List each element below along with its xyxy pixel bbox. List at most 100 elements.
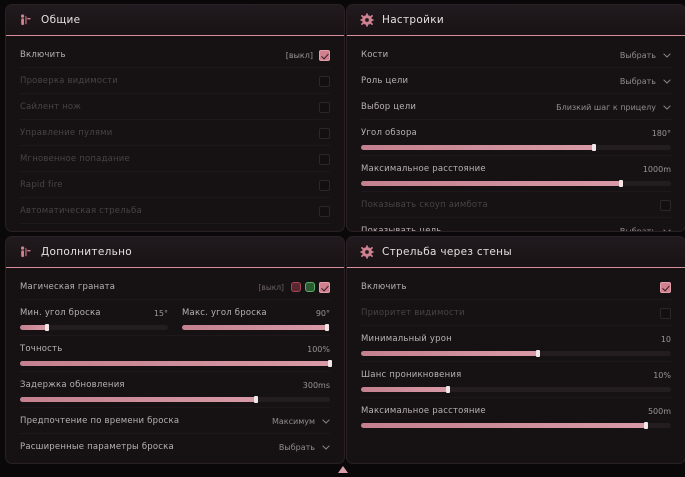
setting-row[interactable]: Точность 100% xyxy=(20,336,332,372)
setting-row[interactable]: Показывать цель Выбрать xyxy=(361,218,671,231)
row-checkbox[interactable] xyxy=(319,75,330,87)
setting-row[interactable]: Кости Выбрать xyxy=(361,42,671,68)
row-toggle-group[interactable]: [выкл] xyxy=(258,281,330,293)
panel-wallbang-title: Стрельба через стены xyxy=(382,246,512,258)
slider-track[interactable] xyxy=(20,360,332,367)
slider-knob[interactable] xyxy=(535,350,540,357)
setting-row[interactable]: Минимальный урон 10 xyxy=(361,326,671,362)
slider-value: 1000m xyxy=(642,164,671,174)
setting-row[interactable]: Предпочтение по времени броска Максимум xyxy=(20,408,330,434)
panel-general: Общие Включить [выкл] Проверка видимости xyxy=(5,4,345,232)
chevron-down-icon xyxy=(663,78,671,84)
row-dropdown[interactable]: Выбрать xyxy=(620,51,671,60)
row-label: Выбор цели xyxy=(361,102,417,112)
setting-row[interactable]: Включить [выкл] xyxy=(20,42,330,68)
slider-knob[interactable] xyxy=(445,386,450,393)
row-label: Приоритет видимости xyxy=(361,308,465,318)
row-label: Мин. угол броска xyxy=(20,308,101,318)
setting-row[interactable]: Расширенные параметры броска Выбрать xyxy=(20,434,330,459)
row-dropdown[interactable]: Выбрать xyxy=(620,77,671,86)
row-checkbox[interactable] xyxy=(660,199,671,211)
gear-icon xyxy=(360,13,374,27)
setting-row[interactable]: Задержка обновления 300ms xyxy=(20,372,330,408)
slider-knob[interactable] xyxy=(644,422,649,429)
setting-row[interactable]: Роль цели Выбрать xyxy=(361,68,671,94)
setting-row[interactable]: Показывать скоуп аимбота xyxy=(361,192,671,218)
row-dropdown[interactable]: Максимум xyxy=(272,417,330,426)
row-state-text: [выкл] xyxy=(285,50,313,60)
slider-knob[interactable] xyxy=(328,360,332,367)
setting-row[interactable]: Шанс проникновения 10% xyxy=(361,362,671,398)
slider-track[interactable] xyxy=(361,386,671,393)
slider-knob[interactable] xyxy=(619,180,624,187)
slider-track[interactable] xyxy=(20,324,168,331)
panel-settings-body: Кости Выбрать Роль цели Выбрать xyxy=(347,36,685,231)
row-checkbox[interactable] xyxy=(319,179,330,191)
slider-knob[interactable] xyxy=(591,144,596,151)
panel-settings-title: Настройки xyxy=(382,14,444,26)
row-label: Максимальное расстояние xyxy=(361,164,486,174)
slider-track[interactable] xyxy=(182,324,330,331)
row-label: Шанс проникновения xyxy=(361,370,462,380)
dual-slider-right[interactable]: Макс. угол броска 90° xyxy=(182,306,330,331)
setting-row[interactable]: Проверка видимости xyxy=(20,68,330,94)
aim-figure-icon xyxy=(21,246,31,257)
setting-row[interactable]: Rapid fire xyxy=(20,172,330,198)
slider-track[interactable] xyxy=(361,422,671,429)
slider-value: 15° xyxy=(153,308,168,318)
panel-wallbang-header: Стрельба через стены xyxy=(347,237,685,268)
row-checkbox[interactable] xyxy=(319,101,330,113)
setting-row[interactable]: Захват цели xyxy=(20,224,330,231)
row-label: Rapid fire xyxy=(20,180,63,190)
row-checkbox[interactable] xyxy=(319,49,330,61)
slider-track[interactable] xyxy=(361,180,671,187)
slider-track[interactable] xyxy=(20,396,330,403)
toggle-indicator-green[interactable] xyxy=(305,282,315,292)
slider-knob[interactable] xyxy=(325,324,330,331)
row-checkbox[interactable] xyxy=(319,153,330,165)
row-label: Задержка обновления xyxy=(20,380,125,390)
slider-value: 90° xyxy=(315,308,330,318)
row-label: Управление пулями xyxy=(20,128,113,138)
setting-row[interactable]: Автоматическая стрельба xyxy=(20,198,330,224)
setting-row[interactable]: Управление пулями xyxy=(20,120,330,146)
slider-track[interactable] xyxy=(361,350,671,357)
setting-row[interactable]: Максимальное расстояние 500m xyxy=(361,398,671,433)
slider-knob[interactable] xyxy=(253,396,258,403)
panel-wallbang: Стрельба через стены Включить Приоритет … xyxy=(346,236,685,464)
slider-fill xyxy=(20,361,330,366)
setting-row[interactable]: Мгновенное попадание xyxy=(20,146,330,172)
row-label: Роль цели xyxy=(361,76,409,86)
setting-row[interactable]: Выбор цели Близкий шаг к прицелу xyxy=(361,94,671,120)
slider-fill xyxy=(361,145,594,150)
row-checkbox[interactable] xyxy=(660,281,671,293)
row-label: Угол обзора xyxy=(361,128,417,138)
dual-slider-left[interactable]: Мин. угол броска 15° xyxy=(20,306,168,331)
setting-row[interactable]: Максимальное расстояние 1000m xyxy=(361,156,671,192)
row-dropdown[interactable]: Выбрать xyxy=(279,443,330,452)
row-checkbox[interactable] xyxy=(319,127,330,139)
row-checkbox[interactable] xyxy=(660,307,671,319)
dropdown-value: Выбрать xyxy=(619,50,656,60)
panel-advanced: Дополнительно Магическая граната [выкл] xyxy=(5,236,345,464)
row-checkbox[interactable] xyxy=(319,205,330,217)
row-label: Автоматическая стрельба xyxy=(20,206,142,216)
row-state-text: [выкл] xyxy=(258,282,284,292)
slider-value: 500m xyxy=(647,406,671,416)
slider-knob[interactable] xyxy=(44,324,49,331)
toggle-indicator-red[interactable] xyxy=(291,282,301,292)
row-dropdown[interactable]: Выбрать xyxy=(620,227,671,231)
setting-row-dual-slider[interactable]: Мин. угол броска 15° Макс. угол броска xyxy=(20,300,330,336)
setting-row[interactable]: Магическая граната [выкл] xyxy=(20,274,330,300)
slider-track[interactable] xyxy=(361,144,671,151)
setting-row[interactable]: Сайлент нож xyxy=(20,94,330,120)
row-label: Проверка видимости xyxy=(20,76,118,86)
row-dropdown[interactable]: Близкий шаг к прицелу xyxy=(556,103,671,112)
setting-row[interactable]: Включить xyxy=(361,274,671,300)
panels-grid: Общие Включить [выкл] Проверка видимости xyxy=(5,4,685,464)
caret-up-icon[interactable] xyxy=(337,465,349,474)
row-checkbox[interactable] xyxy=(319,281,330,293)
setting-row[interactable]: Приоритет видимости xyxy=(361,300,671,326)
setting-row[interactable]: Угол обзора 180° xyxy=(361,120,671,156)
slider-value: 300ms xyxy=(302,380,330,390)
